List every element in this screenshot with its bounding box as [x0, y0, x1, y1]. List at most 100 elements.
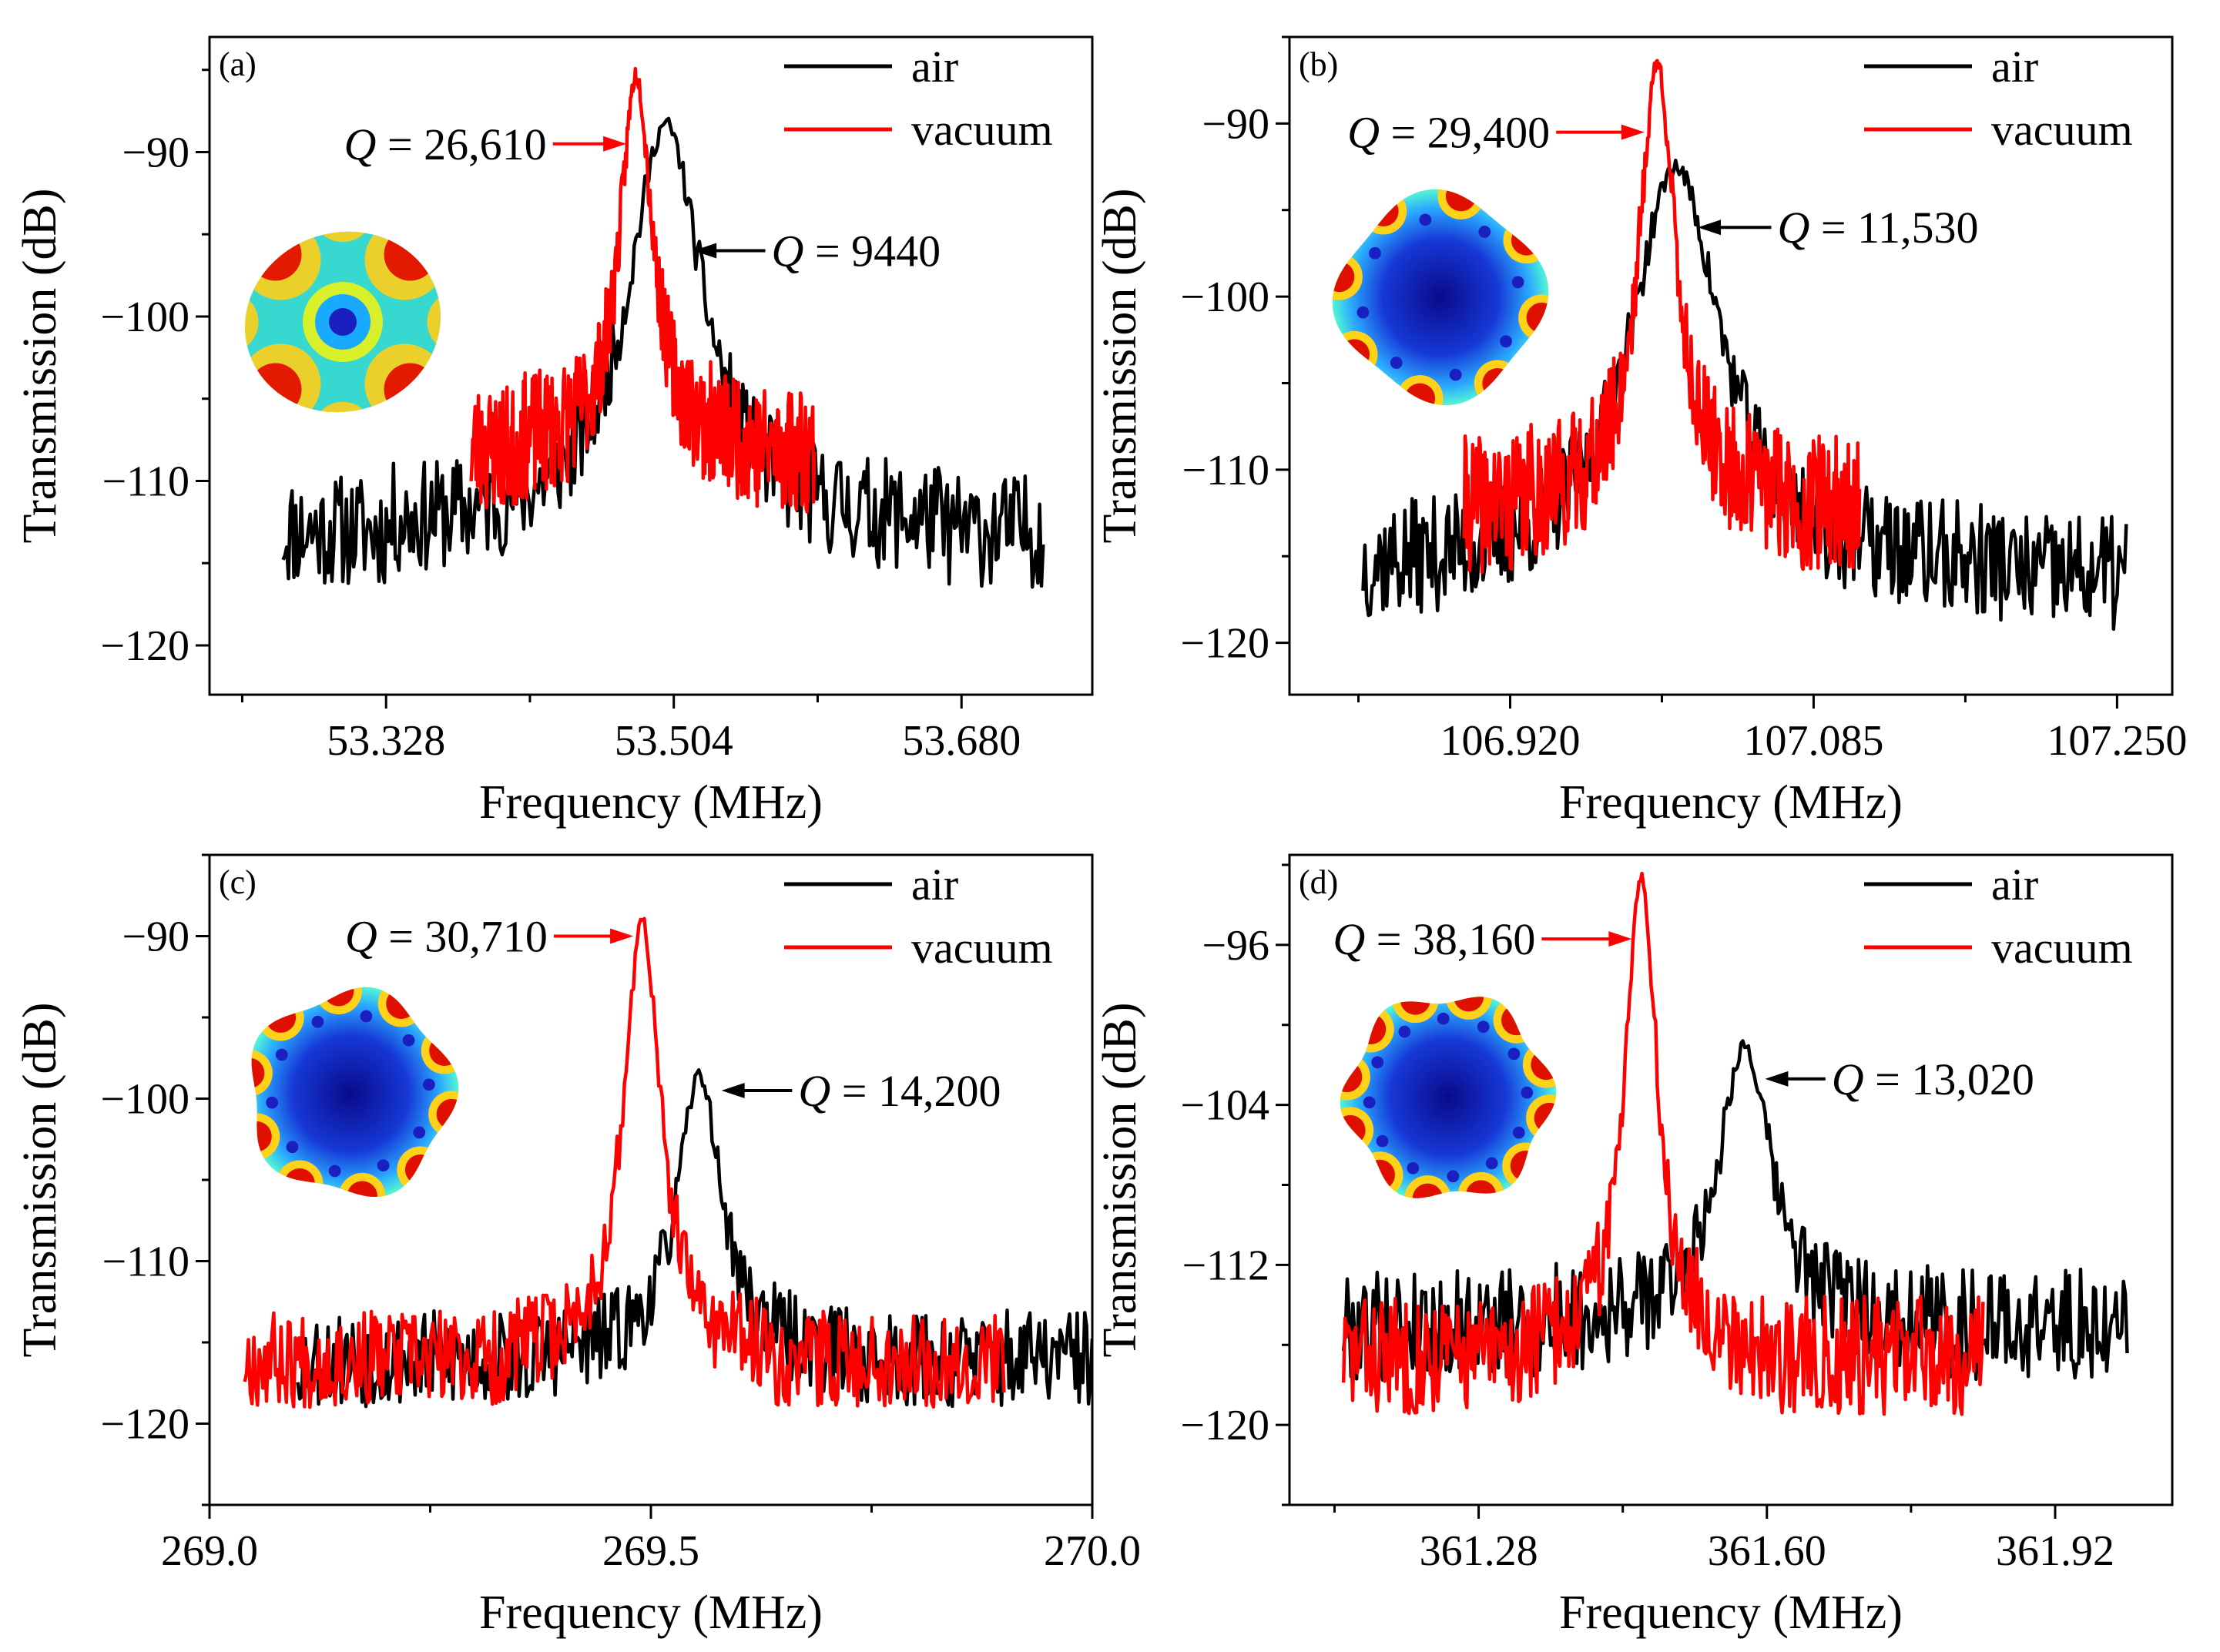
inset-lobe-red — [1531, 1049, 1557, 1081]
legend-label-air: air — [1991, 42, 2038, 92]
inset-lobe-red — [249, 228, 302, 281]
inset-node-blue — [1371, 1056, 1384, 1069]
inset-lobe-red — [1355, 1014, 1387, 1044]
inset-lobe-red — [1400, 997, 1431, 1015]
inset-lobe-red — [448, 302, 464, 342]
inset-lobe-yellow — [251, 1050, 273, 1097]
q-value: = 30,710 — [377, 912, 548, 962]
q-value: = 11,530 — [1809, 203, 1978, 253]
inset-lobe-red — [1511, 225, 1542, 256]
q-value: = 29,400 — [1380, 108, 1550, 158]
panel-b: 106.920 107.085 107.250 −120 −110 −100 −90 Freq… — [1094, 35, 2187, 829]
y-tick-label: −120 — [100, 1401, 189, 1449]
inset-lobe-red — [384, 363, 437, 416]
inset-lobe-yellow — [1392, 997, 1439, 1024]
inset-lobe-yellow — [1332, 330, 1378, 378]
inset-lobe-yellow — [1347, 1006, 1394, 1053]
legend-label-vacuum: vacuum — [911, 923, 1053, 973]
inset-mode-shape — [1332, 189, 1549, 406]
inset-lobe-red — [324, 987, 354, 1007]
inset-node-blue — [1478, 226, 1491, 238]
inset-lobe-red — [1368, 196, 1399, 226]
inset-lobe-red — [404, 1154, 436, 1185]
inset-node-blue — [286, 1141, 299, 1154]
inset-lobe-red — [1510, 1151, 1541, 1181]
inset-node-blue — [1477, 1020, 1490, 1034]
x-tick-label: 269.0 — [161, 1527, 258, 1575]
inset-node-blue — [275, 1048, 288, 1061]
q-annotation: Q = 30,710 — [345, 912, 548, 962]
q-value: = 9440 — [803, 226, 941, 276]
series-group — [243, 916, 1092, 1409]
series-vacuum — [469, 66, 817, 514]
inset-lobe-red — [323, 422, 363, 437]
inset-lobe-red — [284, 1168, 315, 1197]
inset-lobe-yellow — [1502, 1142, 1549, 1189]
inset-lobe-yellow — [397, 1146, 444, 1193]
y-tick-label: −96 — [1202, 922, 1269, 970]
inset-lobe-red — [1445, 189, 1477, 212]
legend-label-air: air — [1991, 860, 2038, 910]
y-tick-label: −100 — [100, 1076, 189, 1124]
inset-lobe-red — [1339, 339, 1370, 370]
q-annotation: Q = 11,530 — [1778, 203, 1979, 253]
inset-lobe-red — [429, 1035, 459, 1067]
annotation-arrow-head — [610, 928, 634, 944]
inset-node-blue — [1376, 1134, 1389, 1148]
plot-frame — [208, 35, 1094, 696]
inset-node-blue — [266, 1096, 279, 1109]
inset-node-blue — [422, 1078, 435, 1091]
series-air — [281, 116, 1045, 589]
inset-lobe-red — [347, 1181, 377, 1197]
x-tick-label: 53.504 — [615, 717, 733, 765]
y-axis-label: Transmission (dB) — [1094, 188, 1146, 543]
y-tick-label: −90 — [122, 129, 189, 176]
inset-lobe-yellow — [1493, 997, 1540, 1044]
inset-node-blue — [1511, 276, 1524, 289]
inset-lobe-red — [1340, 1114, 1366, 1146]
series-vacuum — [1341, 871, 1985, 1416]
inset-node-blue — [1507, 1047, 1521, 1061]
y-tick-label: −100 — [1180, 273, 1269, 321]
inset-lobe-yellow — [221, 291, 259, 353]
inset-lobe-red — [1453, 997, 1484, 1012]
inset-lobe-red — [1501, 1004, 1532, 1036]
inset-node-blue — [1447, 1170, 1460, 1183]
inset-lobe-red — [249, 363, 302, 416]
inset-mode-shape — [1340, 997, 1557, 1198]
inset-lobe-yellow — [428, 1091, 459, 1138]
inset-node-blue — [1363, 1096, 1376, 1109]
y-axis-label: Transmission (dB) — [14, 1002, 66, 1357]
q-symbol: Q — [345, 912, 377, 962]
inset-lobe-yellow — [315, 987, 362, 1015]
y-tick-label: −100 — [100, 293, 189, 341]
inset-lobe-yellow — [251, 1113, 280, 1160]
inset-lobe-yellow — [1503, 216, 1549, 264]
inset-lobe-yellow — [1340, 1054, 1370, 1101]
series-group — [1341, 871, 2129, 1416]
q-value: = 13,020 — [1864, 1054, 2034, 1104]
inset-lobe-red — [1332, 261, 1355, 293]
inset-node-blue — [311, 1015, 324, 1028]
inset-node-blue — [1500, 335, 1512, 348]
inset-node-blue — [1437, 1012, 1450, 1025]
inset-lobe-yellow — [1356, 1151, 1403, 1198]
x-tick-label: 53.680 — [902, 717, 1021, 765]
legend-label-vacuum: vacuum — [1991, 105, 2133, 155]
plot-frame — [1288, 35, 2174, 696]
inset-lobe-yellow — [1404, 1175, 1451, 1198]
panel-c: 269.0 269.5 270.0 −120 −110 −100 −90 Frequency … — [14, 853, 1141, 1639]
inset-node-blue — [402, 1034, 415, 1047]
inset-lobe-red — [265, 1002, 297, 1033]
annotation-arrow-head — [603, 136, 627, 152]
series-vacuum — [243, 916, 1006, 1409]
inset-lobe-yellow — [1360, 189, 1407, 235]
panel-d: 361.28 361.60 361.92 −120 −112 −104 −96 Frequen… — [1094, 853, 2174, 1639]
inset-lobe-yellow — [1474, 360, 1521, 406]
inset-lobe-yellow — [1445, 997, 1492, 1020]
inset-center — [329, 308, 357, 336]
inset-node-blue — [1485, 1157, 1498, 1170]
inset-lobe-red — [1465, 1180, 1497, 1198]
inset-lobe-red — [1534, 1102, 1557, 1134]
